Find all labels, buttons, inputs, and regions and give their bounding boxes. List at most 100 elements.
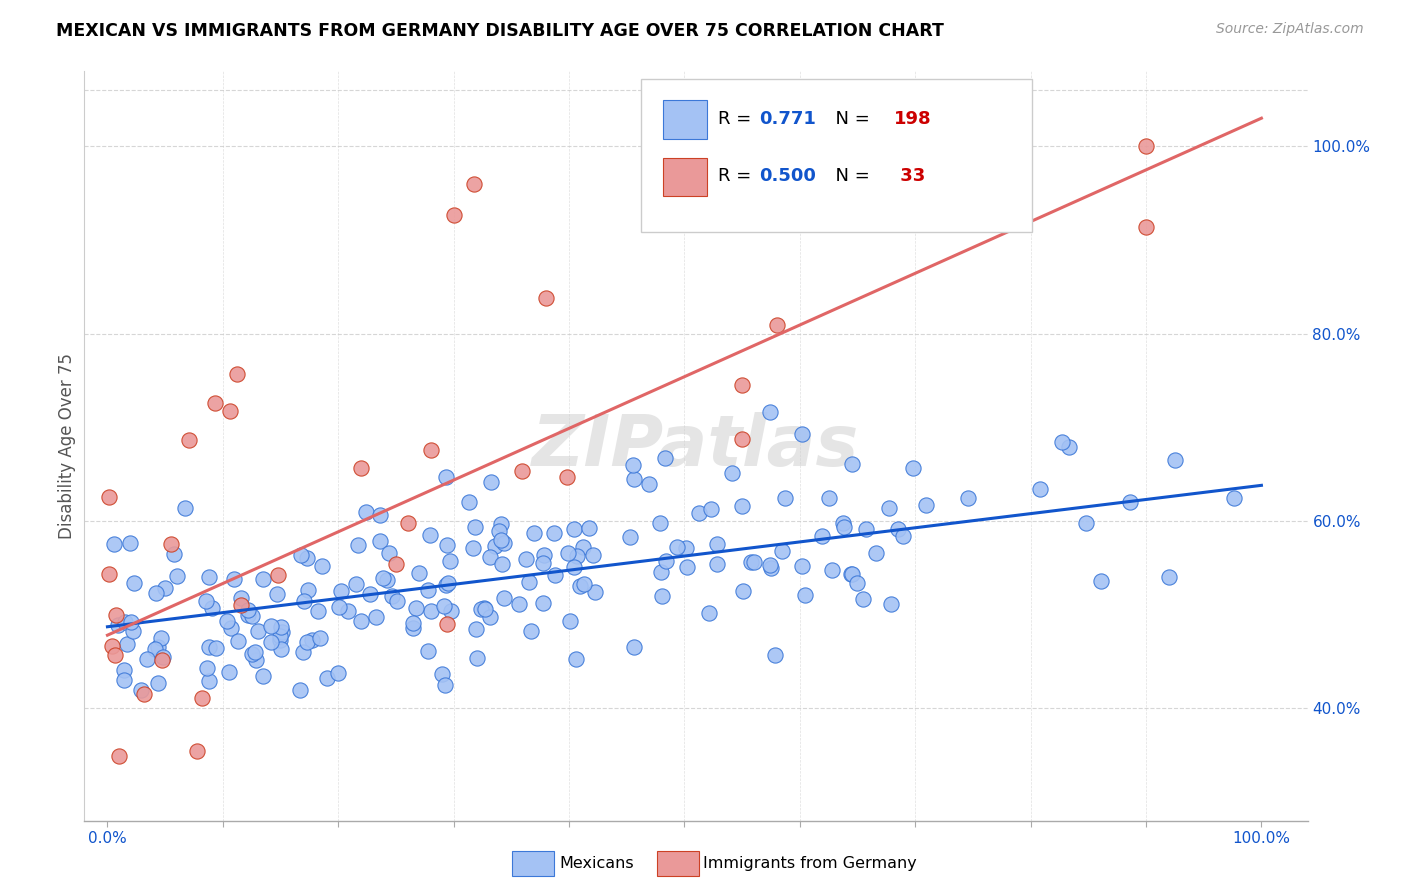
Point — [565, 652, 588, 666]
Point — [301, 633, 323, 648]
Point — [115, 637, 138, 651]
Point — [841, 567, 863, 582]
Point — [654, 451, 676, 466]
Point — [515, 551, 537, 566]
Point — [122, 624, 145, 638]
Point — [328, 600, 350, 615]
Point — [270, 624, 292, 639]
Point — [1076, 516, 1098, 530]
Point — [555, 469, 578, 483]
Point — [543, 525, 565, 540]
Text: ZIPatlas: ZIPatlas — [533, 411, 859, 481]
Point — [651, 589, 673, 603]
Point — [269, 629, 291, 643]
Point — [688, 507, 710, 521]
Point — [402, 615, 425, 630]
FancyBboxPatch shape — [664, 158, 707, 196]
Point — [675, 541, 697, 556]
Point — [488, 524, 510, 538]
Point — [231, 599, 253, 613]
Point — [706, 537, 728, 551]
Point — [419, 443, 441, 458]
Point — [773, 491, 796, 505]
Point — [623, 472, 645, 486]
Text: 33: 33 — [894, 168, 925, 186]
Point — [1164, 453, 1187, 467]
Point — [648, 516, 671, 531]
Point — [893, 529, 915, 543]
Point — [479, 610, 502, 624]
FancyBboxPatch shape — [664, 100, 707, 139]
Point — [433, 599, 456, 613]
Point — [1057, 440, 1080, 454]
Point — [368, 534, 391, 549]
Point — [205, 640, 228, 655]
Point — [461, 541, 484, 555]
Point — [371, 571, 394, 585]
Point — [433, 677, 456, 691]
Point — [479, 475, 502, 490]
Point — [637, 477, 659, 491]
Point — [793, 588, 815, 602]
Point — [108, 749, 131, 764]
Point — [112, 663, 135, 677]
Point — [269, 632, 291, 647]
Point — [1090, 574, 1112, 588]
Point — [492, 536, 515, 550]
Point — [218, 665, 240, 679]
Point — [191, 691, 214, 706]
Point — [1052, 434, 1074, 449]
Point — [666, 541, 689, 555]
Point — [1135, 139, 1157, 153]
Point — [472, 600, 495, 615]
Point — [97, 490, 120, 504]
Point — [1029, 482, 1052, 496]
Point — [811, 529, 834, 543]
Point — [790, 558, 813, 573]
Point — [439, 554, 461, 568]
Point — [195, 661, 218, 675]
Point — [533, 549, 555, 563]
Point — [508, 597, 530, 611]
Point — [731, 378, 754, 392]
Point — [396, 516, 419, 531]
Point — [832, 516, 855, 530]
Point — [197, 673, 219, 688]
Point — [336, 604, 359, 618]
Point — [619, 530, 641, 544]
Point — [464, 622, 486, 636]
Point — [152, 650, 174, 665]
Point — [245, 653, 267, 667]
Point — [240, 648, 263, 662]
Point — [742, 555, 765, 569]
Point — [510, 464, 533, 478]
Point — [855, 522, 877, 536]
Point — [544, 568, 567, 582]
Point — [166, 569, 188, 583]
Point — [105, 607, 128, 622]
Point — [98, 566, 121, 581]
Point — [1135, 220, 1157, 235]
Point — [730, 499, 752, 513]
Point — [366, 610, 388, 624]
Point — [763, 648, 786, 662]
Point — [572, 577, 595, 591]
Point — [621, 458, 644, 473]
Point — [308, 632, 330, 646]
Point — [583, 585, 606, 599]
Point — [436, 617, 458, 632]
Point — [186, 744, 208, 758]
Point — [470, 601, 492, 615]
Point — [419, 527, 441, 541]
Y-axis label: Disability Age Over 75: Disability Age Over 75 — [58, 353, 76, 539]
Point — [491, 557, 513, 571]
Point — [434, 470, 457, 484]
Point — [354, 505, 377, 519]
Point — [198, 640, 221, 655]
Text: 198: 198 — [894, 111, 932, 128]
Point — [375, 573, 398, 587]
Point — [522, 526, 544, 541]
Point — [219, 621, 242, 635]
Point — [163, 547, 186, 561]
Point — [114, 615, 136, 629]
